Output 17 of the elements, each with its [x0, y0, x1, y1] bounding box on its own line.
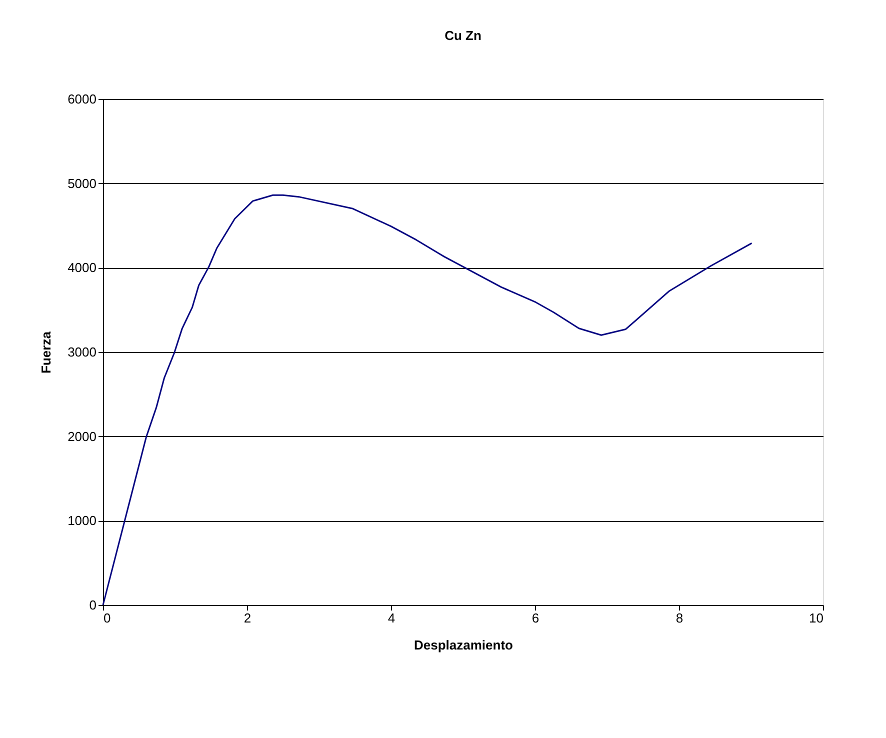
x-tick-label: 8 — [676, 610, 684, 626]
y-tick-label: 0 — [89, 598, 96, 612]
x-tick-label: 2 — [244, 610, 252, 626]
chart-title: Cu Zn — [444, 28, 482, 43]
x-tick-label: 0 — [104, 610, 111, 626]
y-tick-label: 4000 — [68, 260, 96, 276]
x-tick-label: 6 — [532, 610, 540, 626]
line-series — [102, 194, 752, 606]
y-tick-label: 2000 — [68, 428, 96, 444]
y-axis-title: Fuerza — [38, 330, 54, 374]
y-tick-label: 3000 — [68, 344, 96, 360]
x-tick-label: 4 — [388, 610, 396, 626]
x-tick-label: 10 — [809, 610, 824, 626]
y-tick-label: 1000 — [68, 513, 96, 528]
y-tick-label: 5000 — [68, 176, 96, 191]
x-axis-title: Desplazamiento — [414, 638, 514, 652]
y-tick-label: 6000 — [68, 92, 96, 106]
